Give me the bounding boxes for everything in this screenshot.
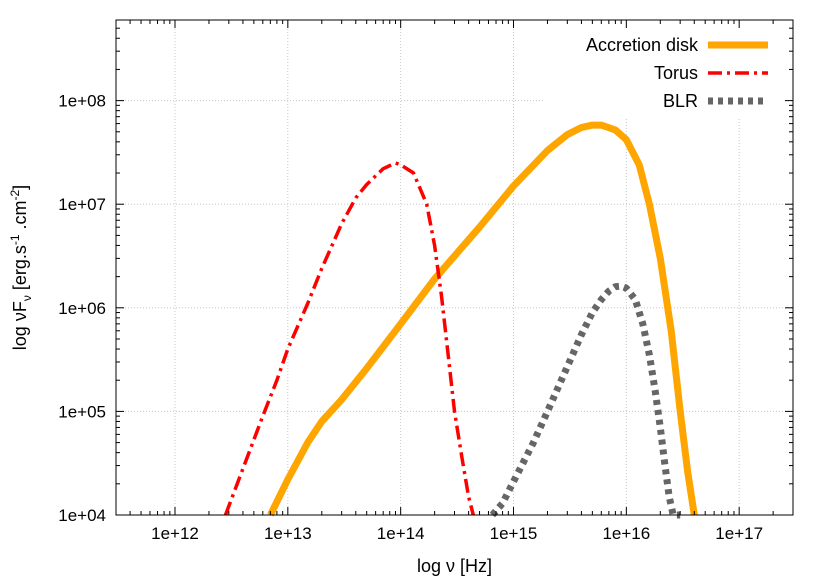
y-axis-label: log νFν [erg.s-1 .cm-2] <box>8 185 34 350</box>
x-tick-label: 1e+12 <box>151 524 199 543</box>
y-tick-label: 1e+04 <box>58 506 106 525</box>
series-layer <box>223 121 698 519</box>
x-tick-label: 1e+15 <box>490 524 538 543</box>
x-axis-label: log ν [Hz] <box>417 556 492 576</box>
x-tick-label: 1e+16 <box>602 524 650 543</box>
y-axis-label-sup2: -2 <box>8 189 22 200</box>
y-tick-label: 1e+05 <box>58 402 106 421</box>
x-tick-label: 1e+17 <box>715 524 763 543</box>
x-tick-label: 1e+13 <box>264 524 312 543</box>
y-axis-label-main: log νF <box>10 301 30 350</box>
y-axis-label-sup1: -1 <box>8 234 22 245</box>
legend-label: Torus <box>654 63 698 83</box>
y-axis-label-close: ] <box>10 185 30 190</box>
y-axis-label-sub: ν <box>20 295 34 301</box>
y-tick-label: 1e+08 <box>58 92 106 111</box>
series-line-accretion-disk <box>267 121 698 517</box>
y-axis-label-mid: .cm <box>10 200 30 234</box>
y-axis-label-open: [erg.s <box>10 245 30 295</box>
y-tick-label: 1e+06 <box>58 299 106 318</box>
legend: Accretion disk Torus BLR <box>545 28 785 118</box>
legend-label: BLR <box>663 91 698 111</box>
series-line-torus <box>223 161 475 516</box>
series-line-blr <box>489 282 681 519</box>
x-tick-label: 1e+14 <box>377 524 425 543</box>
y-tick-label: 1e+07 <box>58 195 106 214</box>
legend-label: Accretion disk <box>586 35 699 55</box>
axis-ticks: 1e+12 1e+13 1e+14 1e+15 1e+16 1e+17 1e+04 1e+05… <box>58 20 793 543</box>
